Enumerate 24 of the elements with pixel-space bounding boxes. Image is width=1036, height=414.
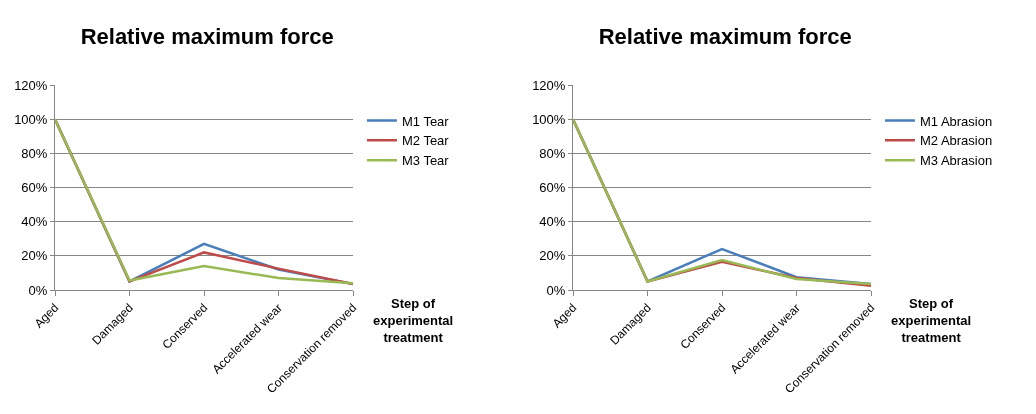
x-axis-title: Step of experimental treatment	[891, 296, 972, 345]
legend-label: M3 Abrasion	[919, 153, 993, 169]
legend-label: M3 Tear	[401, 153, 450, 169]
y-tick-label: 60%	[539, 180, 566, 196]
y-tick-label: 100%	[532, 111, 566, 127]
y-tick-label: 120%	[532, 77, 566, 93]
y-tick-label: 80%	[539, 145, 566, 161]
y-tick-label: 120%	[14, 77, 48, 93]
x-axis-title: Step of experimental treatment	[373, 296, 454, 345]
y-tick-label: 100%	[14, 111, 48, 127]
legend-label: M2 Abrasion	[919, 133, 993, 149]
y-tick-label: 20%	[21, 248, 48, 264]
y-tick-label: 80%	[21, 145, 48, 161]
y-tick-label: 0%	[28, 282, 48, 298]
legend-label: M2 Tear	[401, 133, 450, 149]
y-tick-label: 20%	[539, 248, 566, 264]
chart-title: Relative maximum force	[80, 24, 334, 50]
legend-label: M1 Abrasion	[919, 113, 993, 129]
y-tick-label: 40%	[21, 214, 48, 230]
chart-title: Relative maximum force	[598, 24, 852, 50]
y-tick-label: 60%	[21, 180, 48, 196]
legend-label: M1 Tear	[401, 113, 450, 129]
y-tick-label: 0%	[546, 282, 566, 298]
y-tick-label: 40%	[539, 214, 566, 230]
